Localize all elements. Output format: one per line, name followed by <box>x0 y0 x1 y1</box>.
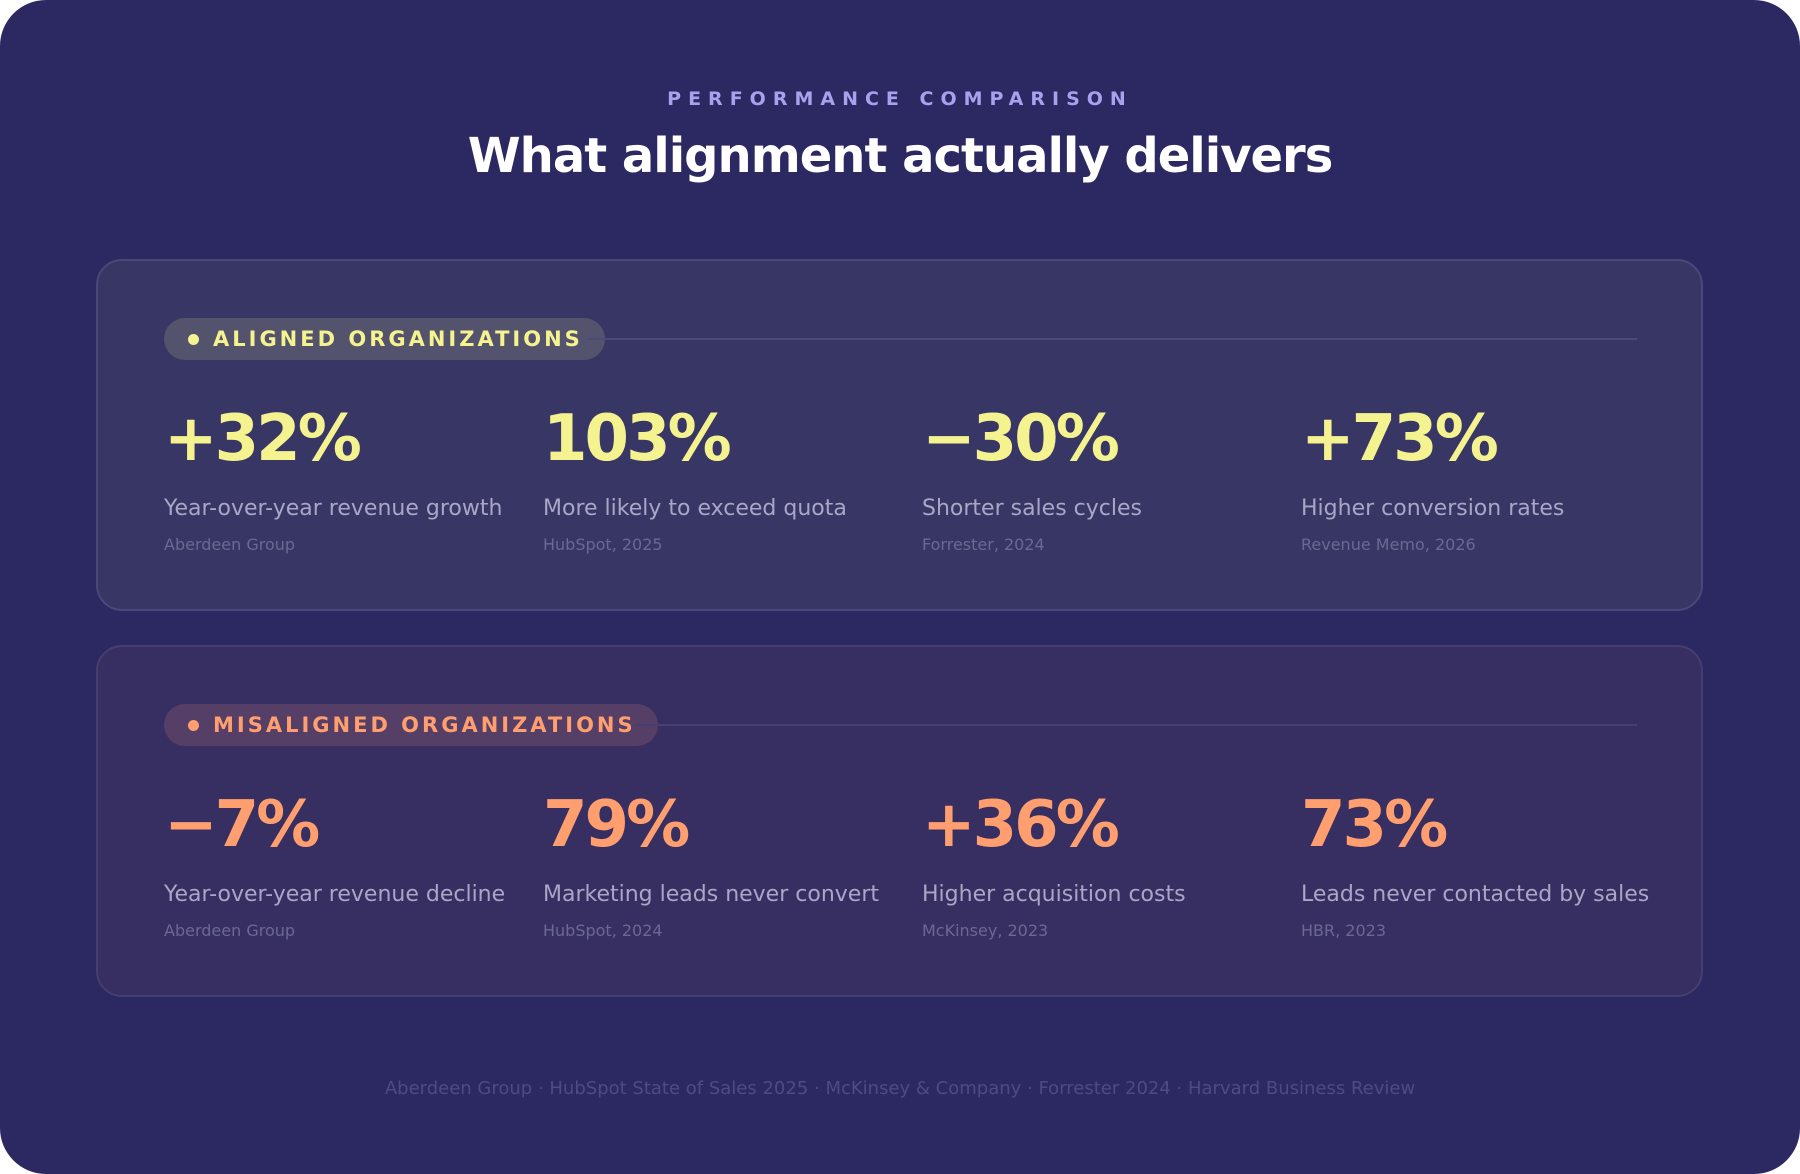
aligned-organizations-card: ALIGNED ORGANIZATIONS +32% Year-over-yea… <box>96 259 1703 611</box>
stat-source: HBR, 2023 <box>1301 921 1387 940</box>
stat-value: −7% <box>164 788 320 862</box>
stat-value: +73% <box>1301 402 1499 476</box>
sources-footnote: Aberdeen Group · HubSpot State of Sales … <box>384 1078 1416 1099</box>
section-eyebrow: PERFORMANCE COMPARISON <box>667 88 1133 110</box>
stat-item: 79% Marketing leads never convert HubSpo… <box>543 787 913 941</box>
stat-label: Higher conversion rates <box>1301 496 1565 521</box>
badge-label: ALIGNED ORGANIZATIONS <box>213 327 583 351</box>
stat-source: Aberdeen Group <box>164 535 296 554</box>
stat-source: Aberdeen Group <box>164 921 296 940</box>
misaligned-organizations-badge: MISALIGNED ORGANIZATIONS <box>164 704 658 746</box>
stat-item: −7% Year-over-year revenue decline Aberd… <box>164 787 534 941</box>
page-title: What alignment actually delivers <box>467 128 1334 184</box>
stat-label: Year-over-year revenue decline <box>164 882 506 907</box>
misaligned-organizations-card: MISALIGNED ORGANIZATIONS −7% Year-over-y… <box>96 645 1703 997</box>
stat-label: Leads never contacted by sales <box>1301 882 1650 907</box>
stat-value: −30% <box>922 402 1120 476</box>
stat-value: +36% <box>922 788 1120 862</box>
stat-source: Forrester, 2024 <box>922 535 1045 554</box>
stat-value: 103% <box>543 402 732 476</box>
divider-line <box>588 338 1637 340</box>
stat-item: +36% Higher acquisition costs McKinsey, … <box>922 787 1292 941</box>
aligned-organizations-badge: ALIGNED ORGANIZATIONS <box>164 318 605 360</box>
status-dot-icon <box>188 719 199 731</box>
stat-label: Year-over-year revenue growth <box>164 496 503 521</box>
badge-label: MISALIGNED ORGANIZATIONS <box>213 713 636 737</box>
stat-item: 73% Leads never contacted by sales HBR, … <box>1301 787 1671 941</box>
stat-item: −30% Shorter sales cycles Forrester, 202… <box>922 401 1292 555</box>
stat-value: +32% <box>164 402 362 476</box>
stat-label: Shorter sales cycles <box>922 496 1142 521</box>
stat-source: HubSpot, 2025 <box>543 535 663 554</box>
stat-value: 79% <box>543 788 690 862</box>
stat-item: +73% Higher conversion rates Revenue Mem… <box>1301 401 1671 555</box>
stat-label: Marketing leads never convert <box>543 882 879 907</box>
stat-source: McKinsey, 2023 <box>922 921 1049 940</box>
divider-line <box>635 724 1637 726</box>
stat-value: 73% <box>1301 788 1448 862</box>
stat-item: +32% Year-over-year revenue growth Aberd… <box>164 401 534 555</box>
status-dot-icon <box>188 333 199 345</box>
stat-row: −7% Year-over-year revenue decline Aberd… <box>164 787 1684 967</box>
stat-label: More likely to exceed quota <box>543 496 847 521</box>
stat-row: +32% Year-over-year revenue growth Aberd… <box>164 401 1684 581</box>
stat-source: Revenue Memo, 2026 <box>1301 535 1476 554</box>
stat-source: HubSpot, 2024 <box>543 921 663 940</box>
stat-label: Higher acquisition costs <box>922 882 1186 907</box>
stat-item: 103% More likely to exceed quota HubSpot… <box>543 401 913 555</box>
